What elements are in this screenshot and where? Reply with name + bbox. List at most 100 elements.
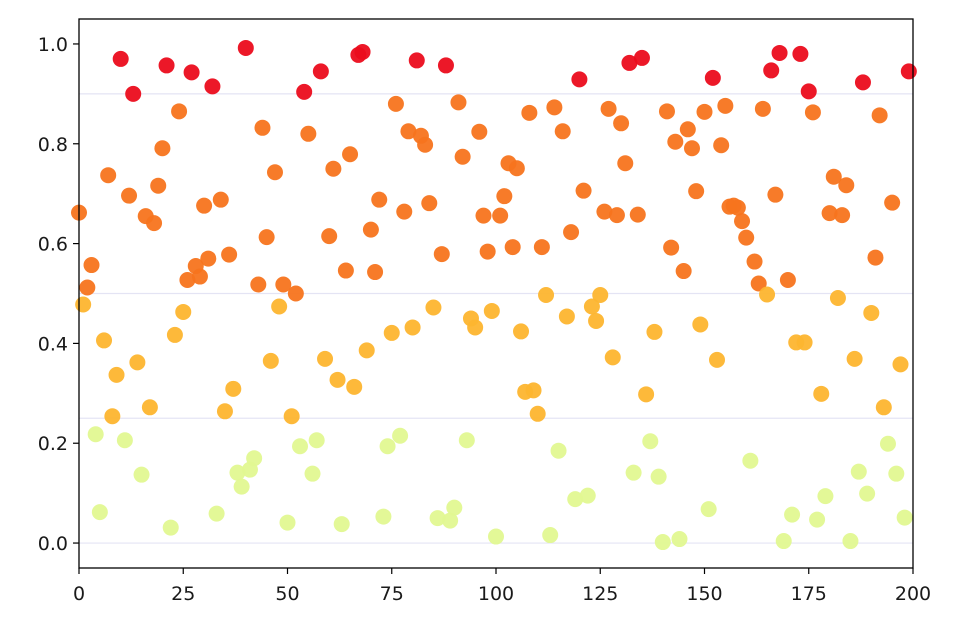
data-point <box>279 514 296 531</box>
data-point <box>763 62 780 79</box>
x-axis-ticks: 0 25 50 75 100 125 150 175 200 <box>73 568 931 605</box>
data-point <box>825 168 842 185</box>
data-point <box>362 221 379 238</box>
data-point <box>312 63 329 80</box>
data-point <box>287 285 304 302</box>
data-point <box>871 107 888 124</box>
data-point <box>567 491 584 508</box>
data-point <box>538 286 555 303</box>
data-point <box>75 296 92 313</box>
y-tick-label: 0.4 <box>38 333 68 355</box>
data-point <box>863 304 880 321</box>
data-point <box>533 239 550 256</box>
data-point <box>879 435 896 452</box>
data-point <box>683 140 700 157</box>
data-point <box>329 371 346 388</box>
data-point <box>433 246 450 263</box>
data-point <box>121 187 138 204</box>
data-point <box>166 326 183 343</box>
data-point <box>504 239 521 256</box>
data-point <box>250 276 267 293</box>
data-point <box>854 74 871 91</box>
data-point <box>508 160 525 177</box>
data-point <box>467 319 484 336</box>
data-point <box>692 316 709 333</box>
data-point <box>663 239 680 256</box>
data-point <box>821 205 838 222</box>
data-point <box>112 50 129 67</box>
data-point <box>325 160 342 177</box>
data-point <box>104 408 121 425</box>
y-axis-ticks: 0.0 0.2 0.4 0.6 0.8 1.0 <box>38 34 79 555</box>
data-point <box>100 167 117 184</box>
data-point <box>734 213 751 230</box>
data-point <box>846 350 863 367</box>
data-point <box>779 272 796 289</box>
data-point <box>321 228 338 245</box>
data-point <box>488 528 504 545</box>
data-point <box>525 382 542 399</box>
data-point <box>809 511 826 528</box>
data-point <box>671 531 688 548</box>
data-point <box>154 140 171 157</box>
data-point <box>379 438 396 455</box>
data-point <box>429 510 446 527</box>
data-point <box>475 207 492 224</box>
data-point <box>196 197 213 214</box>
data-point <box>400 123 417 140</box>
data-point <box>479 243 496 260</box>
data-point <box>387 95 404 112</box>
data-point <box>458 432 475 449</box>
data-point <box>425 299 442 316</box>
data-point <box>358 342 375 359</box>
data-point <box>892 356 909 373</box>
data-point <box>417 136 434 153</box>
data-point <box>125 85 142 102</box>
data-point <box>604 349 621 366</box>
data-point <box>200 250 217 267</box>
data-point <box>638 386 655 403</box>
data-points <box>71 39 917 551</box>
data-point <box>608 207 625 224</box>
data-point <box>646 323 663 340</box>
x-tick-label: 75 <box>380 583 404 605</box>
x-tick-label: 175 <box>791 583 827 605</box>
data-point <box>83 257 100 274</box>
data-point <box>896 509 913 526</box>
data-point <box>375 508 392 525</box>
data-point <box>554 123 571 140</box>
data-point <box>588 312 605 329</box>
data-point <box>383 324 400 341</box>
x-tick-label: 50 <box>275 583 299 605</box>
data-point <box>421 195 438 212</box>
data-point <box>521 104 538 121</box>
data-point <box>834 207 851 224</box>
data-point <box>129 354 146 371</box>
data-point <box>558 308 575 325</box>
data-point <box>254 119 271 136</box>
data-point <box>87 426 104 443</box>
data-point <box>342 146 359 163</box>
data-point <box>371 191 388 208</box>
data-point <box>308 432 325 449</box>
data-point <box>175 303 192 320</box>
data-point <box>813 385 830 402</box>
data-point <box>596 203 613 220</box>
x-tick-label: 150 <box>686 583 722 605</box>
data-point <box>729 199 746 216</box>
data-point <box>621 54 638 71</box>
data-point <box>592 286 609 303</box>
data-point <box>746 253 763 270</box>
data-point <box>116 432 133 449</box>
data-point <box>709 351 726 368</box>
data-point <box>141 399 158 416</box>
data-point <box>817 488 834 505</box>
data-point <box>796 334 813 351</box>
data-point <box>842 533 859 550</box>
data-point <box>446 499 463 516</box>
data-point <box>258 229 275 246</box>
data-point <box>304 465 321 482</box>
data-point <box>212 191 229 208</box>
data-point <box>800 83 817 100</box>
